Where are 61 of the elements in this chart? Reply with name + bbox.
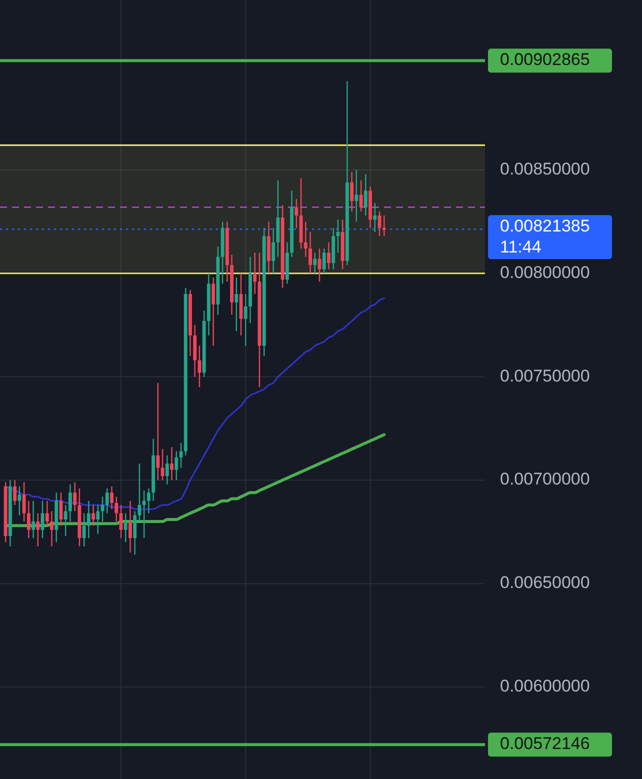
y-tick-label: 0.00600000 xyxy=(500,676,590,696)
candlestick xyxy=(364,174,368,216)
candlestick xyxy=(82,512,86,547)
candlestick xyxy=(96,504,100,535)
candlestick xyxy=(354,169,358,222)
candlestick xyxy=(359,180,363,212)
candlestick xyxy=(179,442,183,468)
candlestick xyxy=(174,450,178,481)
candlestick xyxy=(308,231,312,274)
candlestick xyxy=(382,214,386,237)
candlestick xyxy=(26,500,30,539)
candlestick xyxy=(142,490,146,539)
candlestick xyxy=(105,488,109,514)
candlestick xyxy=(13,480,17,506)
candlestick xyxy=(124,512,128,543)
candlestick xyxy=(304,221,308,258)
candlestick xyxy=(326,242,330,270)
candlestick xyxy=(244,293,248,346)
y-tick-label: 0.00850000 xyxy=(500,159,590,178)
candlestick xyxy=(86,500,90,539)
candlestick xyxy=(18,486,22,516)
candlestick xyxy=(373,202,377,233)
ref-line-label: 0.00902865 xyxy=(500,50,590,70)
candlestick xyxy=(272,227,276,274)
candlestick xyxy=(294,198,298,228)
text: 11:44 xyxy=(500,238,542,257)
candlestick xyxy=(59,492,63,526)
candlestick xyxy=(156,382,160,481)
candlestick xyxy=(50,510,54,547)
candlestick xyxy=(350,171,354,212)
candlestick xyxy=(253,252,257,295)
candlestick xyxy=(313,252,317,274)
candlestick xyxy=(322,248,326,274)
candlestick xyxy=(160,448,164,481)
candlestick xyxy=(198,345,202,388)
candlestick xyxy=(146,488,150,514)
candlestick xyxy=(165,454,169,485)
candlestick xyxy=(64,504,68,537)
candlestick xyxy=(68,484,72,522)
y-tick-label: 0.00800000 xyxy=(500,262,590,282)
candlestick xyxy=(212,276,216,346)
candlestick xyxy=(45,500,49,526)
candlestick xyxy=(100,496,104,522)
candlestick xyxy=(138,463,142,522)
y-tick-label: 0.00700000 xyxy=(500,470,590,489)
ref-line-label: 0.00821385 xyxy=(500,216,590,236)
candlestick xyxy=(170,446,174,481)
candlestick xyxy=(92,504,96,526)
candlestick xyxy=(133,510,137,556)
y-tick-label: 0.00750000 xyxy=(500,366,590,386)
candlestick xyxy=(110,486,114,510)
candlestick xyxy=(336,219,340,254)
ref-line-label: 0.00572146 xyxy=(500,734,590,754)
candlestick xyxy=(32,500,36,539)
candlestick xyxy=(73,482,77,512)
candlestick xyxy=(128,500,132,554)
candlestick xyxy=(234,276,238,332)
candlestick xyxy=(36,512,40,547)
y-tick-label: 0.00650000 xyxy=(500,573,590,592)
candlestick xyxy=(22,482,26,522)
candlestick xyxy=(114,496,118,522)
